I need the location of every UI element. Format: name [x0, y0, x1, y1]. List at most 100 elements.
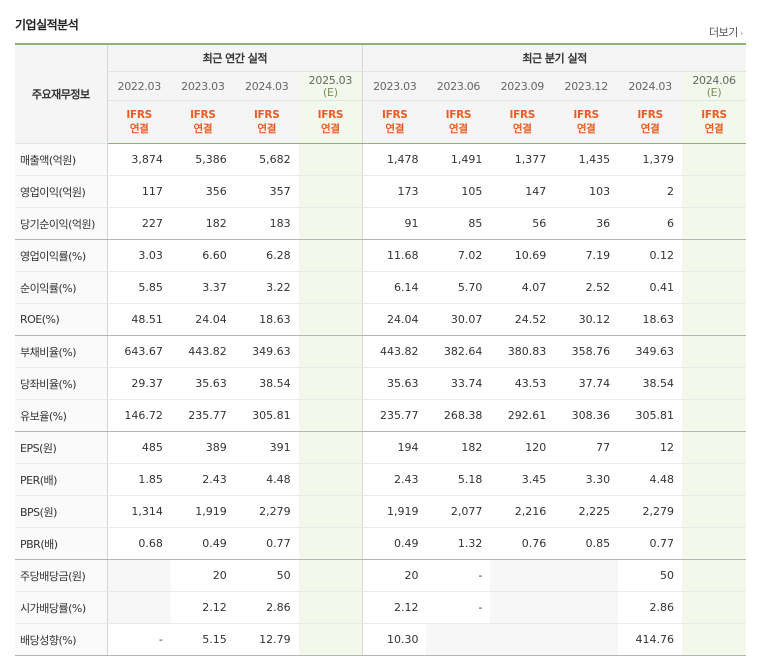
value-cell: 182 — [170, 207, 235, 240]
value-cell: 0.68 — [106, 527, 171, 560]
period-date: 2024.06 — [692, 73, 736, 87]
table-row: 영업이익(억원) 117 356 357 173 105 147 103 2 — [15, 175, 746, 208]
value-cell: 349.63 — [234, 335, 299, 368]
ifrs-label: IFRS — [317, 109, 344, 121]
value-cell: 3.45 — [490, 463, 555, 496]
group-header-row: 주요재무정보 최근 연간 실적 최근 분기 실적 — [15, 44, 746, 144]
table-row: 당기순이익(억원) 227 182 183 91 85 56 36 6 — [15, 207, 746, 240]
row-label: 영업이익률(%) — [15, 239, 107, 272]
value-cell: - — [426, 591, 491, 624]
scrollbar-track[interactable] — [759, 0, 773, 652]
value-cell: 6.60 — [170, 239, 235, 272]
value-cell — [298, 431, 363, 464]
value-cell: 1,435 — [554, 143, 619, 176]
value-cell: 391 — [234, 431, 299, 464]
table-row: 주당배당금(원) 20 50 20-50 — [15, 559, 746, 592]
row-label: BPS(원) — [15, 495, 107, 528]
value-cell: 5.70 — [426, 271, 491, 304]
consolidated-label: 연결 — [449, 123, 468, 135]
period-date-row: 2022.03 2023.03 2024.03 2025.03 (E) 2023.03 20… — [15, 71, 746, 101]
value-cell: 35.63 — [362, 367, 427, 400]
financial-table: 주요재무정보 최근 연간 실적 최근 분기 실적 2022.03 2023.03 2… — [15, 43, 746, 656]
value-cell: 146.72 — [106, 399, 171, 432]
value-cell: 12.79 — [234, 623, 299, 656]
value-cell — [298, 271, 363, 304]
value-cell: 0.77 — [618, 527, 683, 560]
value-cell: 1.32 — [426, 527, 491, 560]
value-cell — [298, 335, 363, 368]
value-cell: 43.53 — [490, 367, 555, 400]
row-label: PBR(배) — [15, 527, 107, 560]
value-cell: 30.07 — [426, 303, 491, 336]
value-cell: 2.43 — [362, 463, 427, 496]
value-cell — [298, 175, 363, 208]
row-label: 매출액(억원) — [15, 143, 107, 176]
value-cell: 173 — [362, 175, 427, 208]
value-cell: 308.36 — [554, 399, 619, 432]
value-cell: 35.63 — [170, 367, 235, 400]
more-link[interactable]: 더보기 › — [709, 24, 744, 40]
value-cell: 2,216 — [490, 495, 555, 528]
row-label: 부채비율(%) — [15, 335, 107, 368]
more-label: 더보기 — [709, 26, 738, 39]
value-cell: 5,386 — [170, 143, 235, 176]
value-cell: 10.30 — [362, 623, 427, 656]
consolidated-label: 연결 — [129, 123, 149, 135]
value-cell: 0.12 — [618, 239, 683, 272]
value-cell: 305.81 — [234, 399, 299, 432]
value-cell: 4.48 — [618, 463, 683, 496]
ifrs-label: IFRS — [382, 109, 408, 121]
value-cell: 18.63 — [234, 303, 299, 336]
value-cell: 235.77 — [170, 399, 235, 432]
value-cell: 50 — [618, 559, 683, 592]
value-cell: 2.86 — [618, 591, 683, 624]
ifrs-label: IFRS — [190, 109, 216, 121]
value-cell: 356 — [170, 175, 235, 208]
value-cell: 91 — [362, 207, 427, 240]
value-cell: 2.12 — [170, 591, 235, 624]
consolidated-label: 연결 — [640, 123, 660, 135]
table-body: 매출액(억원) 3,874 5,386 5,682 1,478 1,491 1,377 1,4… — [15, 143, 746, 656]
period-date: 2023.09 — [500, 79, 545, 93]
value-cell — [682, 207, 746, 240]
value-cell: 37.74 — [554, 367, 619, 400]
value-cell: 0.85 — [554, 527, 619, 560]
value-cell: 20 — [170, 559, 235, 592]
period-date: 2024.03 — [245, 79, 289, 93]
value-cell — [682, 527, 746, 560]
value-cell: 2 — [618, 175, 683, 208]
value-cell: 10.69 — [490, 239, 555, 272]
consolidated-label: 연결 — [704, 123, 724, 135]
consolidated-label: 연결 — [193, 123, 213, 135]
accounting-standard-header: IFRS 연결 — [234, 100, 299, 144]
accounting-standard-header: IFRS 연결 — [618, 100, 683, 144]
value-cell: 3.22 — [234, 271, 299, 304]
annual-group-header: 최근 연간 실적 — [106, 44, 363, 72]
value-cell: 2,077 — [426, 495, 491, 528]
value-cell: 1,379 — [618, 143, 683, 176]
value-cell — [682, 623, 746, 656]
value-cell: 349.63 — [618, 335, 683, 368]
value-cell: 1.85 — [106, 463, 171, 496]
value-cell — [490, 559, 555, 592]
ifrs-label: IFRS — [445, 109, 472, 121]
value-cell: 0.49 — [170, 527, 235, 560]
value-cell: - — [106, 623, 171, 656]
value-cell: 2,279 — [618, 495, 683, 528]
value-cell: 4.48 — [234, 463, 299, 496]
value-cell: 357 — [234, 175, 299, 208]
value-cell — [682, 399, 746, 432]
value-cell — [426, 623, 491, 656]
accounting-standard-header: IFRS 연결 — [554, 100, 619, 144]
table-row: 매출액(억원) 3,874 5,386 5,682 1,478 1,491 1,377 1,4… — [15, 143, 746, 176]
value-cell: 382.64 — [426, 335, 491, 368]
row-label: 당기순이익(억원) — [15, 207, 107, 240]
quarterly-group-header: 최근 분기 실적 — [362, 44, 746, 72]
table-row: 배당성향(%) -5.15 12.79 10.30 414.76 — [15, 623, 746, 656]
value-cell: 24.04 — [362, 303, 427, 336]
accounting-standard-header: IFRS 연결 — [490, 100, 555, 144]
value-cell — [682, 591, 746, 624]
ifrs-label: IFRS — [701, 109, 727, 121]
value-cell: 48.51 — [106, 303, 171, 336]
